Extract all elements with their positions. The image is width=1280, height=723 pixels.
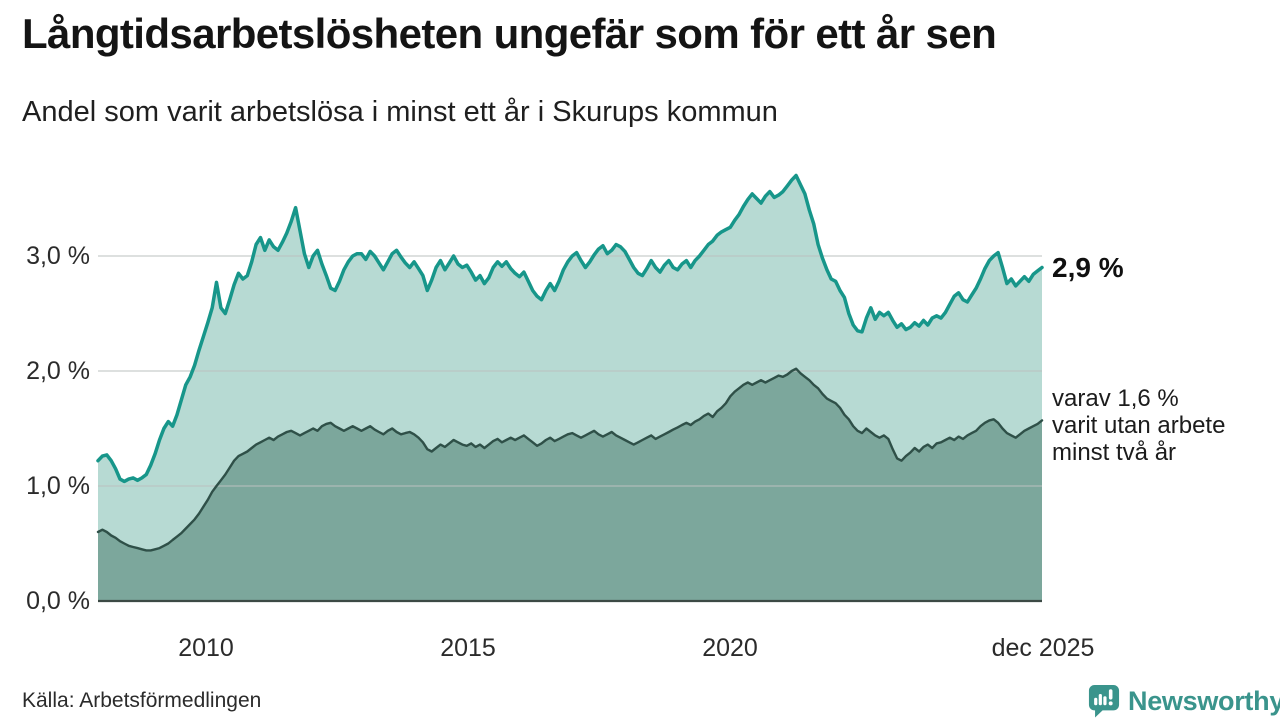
latest-value-label: 2,9 % <box>1052 252 1124 283</box>
secondary-annotation-line-2: varit utan arbete <box>1052 412 1226 439</box>
y-axis-label-1: 1,0 % <box>26 472 90 500</box>
x-axis-label-2010: 2010 <box>178 634 234 662</box>
x-axis-label-2015: 2015 <box>440 634 496 662</box>
y-axis-label-2: 2,0 % <box>26 357 90 385</box>
x-axis-label-2020: 2020 <box>702 634 758 662</box>
secondary-annotation: varav 1,6 % varit utan arbete minst två … <box>1052 385 1225 466</box>
chart-subtitle: Andel som varit arbetslösa i minst ett å… <box>22 96 778 128</box>
source-note: Källa: Arbetsförmedlingen <box>22 689 262 712</box>
x-axis-label-dec-2025: dec 2025 <box>991 634 1095 662</box>
newsworthy-wordmark: Newsworthy <box>1128 685 1280 716</box>
secondary-annotation-line-3: minst två år <box>1052 439 1177 466</box>
y-axis-label-3: 3,0 % <box>26 242 90 270</box>
y-axis-label-0: 0,0 % <box>26 587 90 615</box>
bar-chart-speech-bubble-icon <box>1088 684 1120 718</box>
page-title: Långtidsarbetslösheten ungefär som för e… <box>22 10 997 57</box>
secondary-annotation-line-1: varav 1,6 % <box>1052 385 1179 412</box>
newsworthy-logo: Newsworthy <box>1088 683 1280 719</box>
